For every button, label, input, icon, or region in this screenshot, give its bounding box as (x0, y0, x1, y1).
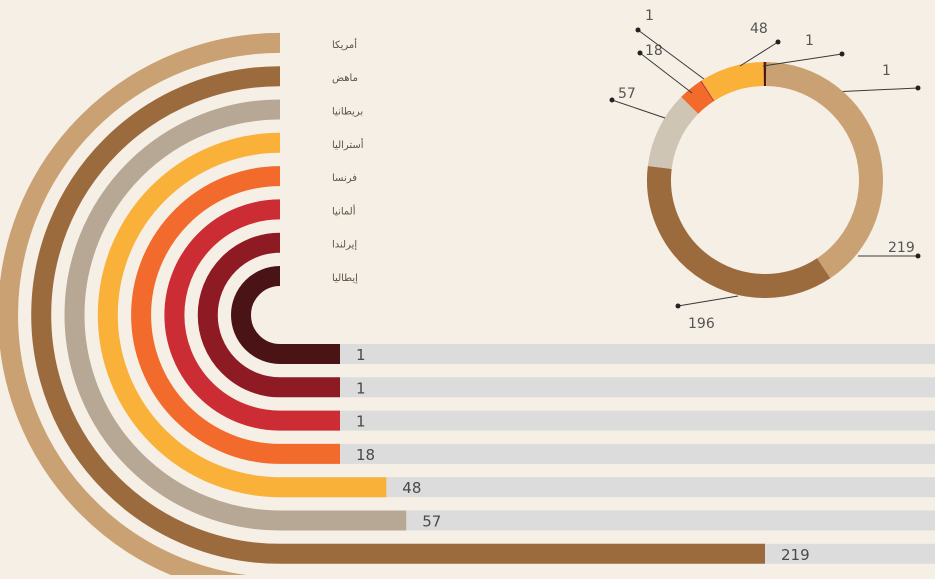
legend-label-2: ماهض (332, 73, 358, 84)
donut-slice-6 (707, 91, 708, 92)
callout-dot-1 (916, 86, 921, 91)
bar-value-label-7: 1 (356, 379, 366, 397)
legend-label-5: فرنسا (332, 173, 357, 184)
callout-dot-7 (776, 40, 781, 45)
donut-value-label-3: 196 (688, 316, 715, 332)
donut-slice-7 (708, 74, 764, 91)
legend-label-4: أستراليا (332, 138, 364, 151)
bar-8 (241, 276, 340, 354)
donut-value-label-6: 1 (645, 8, 654, 24)
bar-value-label-5: 18 (356, 446, 375, 464)
legend-label-3: بريطانيا (332, 107, 363, 118)
donut-value-label-5: 18 (645, 43, 663, 59)
legend-label-8: إيطاليا (332, 273, 358, 284)
callout-line-1 (832, 88, 918, 92)
donut-value-label-2: 219 (888, 240, 915, 256)
donut-slice-5 (690, 91, 707, 105)
donut-value-label-1: 1 (882, 63, 891, 79)
callout-dot-6 (636, 28, 641, 33)
donut-slice-2 (766, 74, 871, 268)
callout-line-3 (678, 296, 738, 306)
donut-value-label-8: 1 (805, 33, 814, 49)
bar-value-label-3: 57 (422, 513, 441, 531)
callout-dot-5 (638, 51, 643, 56)
callout-line-5 (640, 53, 692, 93)
callout-dot-2 (916, 254, 921, 259)
callout-dot-3 (676, 304, 681, 309)
donut-value-label-4: 57 (618, 86, 636, 102)
bar-track-8 (280, 344, 935, 364)
bar-track-7 (280, 377, 935, 397)
callout-line-4 (612, 100, 665, 118)
donut-slice-4 (660, 105, 690, 167)
bar-chart: 196 أمريكا 219 ماهض 57 بريطانيا 48 أستراليا 18 فر… (8, 38, 935, 575)
callout-dot-4 (610, 98, 615, 103)
bar-value-label-6: 1 (356, 413, 366, 431)
donut-chart: 1 219 196 57 18 1 48 1 (610, 8, 921, 332)
bar-7 (208, 243, 340, 388)
bar-value-label-2: 219 (781, 546, 810, 564)
donut-value-label-7: 48 (750, 21, 768, 37)
legend-label-1: أمريكا (332, 38, 357, 51)
bar-track-6 (280, 411, 935, 431)
donut-slice-3 (659, 167, 824, 286)
callout-dot-8 (840, 52, 845, 57)
bar-track-5 (280, 444, 935, 464)
bar-value-label-4: 48 (402, 479, 421, 497)
callout-line-8 (763, 54, 842, 66)
legend-label-7: إيرلندا (332, 240, 357, 251)
legend-label-6: ألمانيا (332, 204, 356, 217)
bar-value-label-8: 1 (356, 346, 366, 364)
